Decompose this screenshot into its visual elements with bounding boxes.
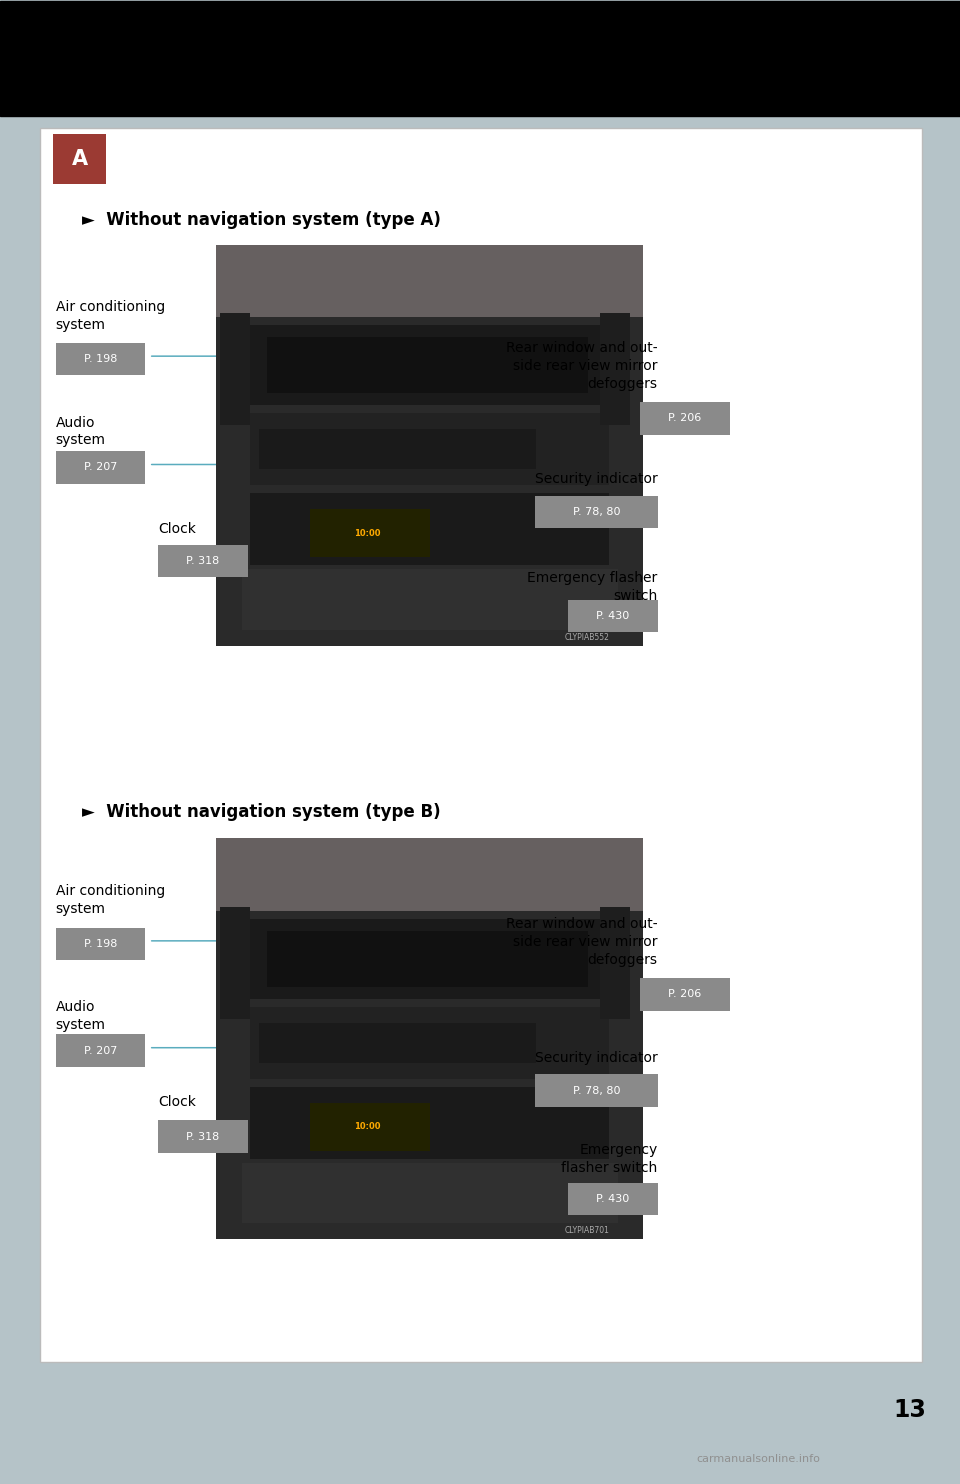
Bar: [242, 1163, 617, 1223]
Text: P. 318: P. 318: [186, 556, 220, 565]
Text: 10:00: 10:00: [354, 1122, 381, 1131]
Bar: [158, 545, 248, 577]
Text: Audio
system: Audio system: [56, 416, 106, 447]
Bar: [56, 1034, 145, 1067]
Bar: [56, 928, 145, 960]
Bar: [267, 930, 588, 987]
Bar: [251, 413, 609, 485]
Text: P. 430: P. 430: [596, 1195, 630, 1204]
Text: P. 78, 80: P. 78, 80: [573, 1086, 620, 1095]
Bar: [640, 402, 730, 435]
Bar: [251, 493, 609, 565]
Text: 13: 13: [894, 1398, 926, 1422]
Text: P. 206: P. 206: [668, 990, 702, 999]
Text: P. 198: P. 198: [84, 939, 117, 948]
Bar: [310, 1103, 430, 1152]
Text: CLYPIAB701: CLYPIAB701: [564, 1226, 609, 1235]
Bar: [536, 496, 658, 528]
Text: carmanualsonline.info: carmanualsonline.info: [696, 1454, 821, 1463]
Bar: [242, 570, 617, 629]
Text: Emergency
flasher switch: Emergency flasher switch: [562, 1143, 658, 1174]
Bar: [158, 1120, 248, 1153]
Bar: [568, 600, 658, 632]
Text: ►  Without navigation system (type B): ► Without navigation system (type B): [82, 803, 441, 821]
Bar: [220, 907, 251, 1018]
Bar: [310, 509, 430, 558]
Bar: [40, 128, 922, 1362]
Bar: [216, 838, 643, 1239]
Text: P. 430: P. 430: [596, 611, 630, 620]
Bar: [220, 313, 251, 424]
Bar: [267, 337, 588, 393]
Bar: [601, 907, 631, 1018]
Text: Air conditioning
system: Air conditioning system: [56, 300, 165, 331]
Bar: [0, 0, 960, 116]
Bar: [56, 451, 145, 484]
Text: ►  Without navigation system (type A): ► Without navigation system (type A): [82, 211, 441, 229]
Bar: [640, 978, 730, 1011]
Text: CLYPIAB552: CLYPIAB552: [564, 632, 609, 641]
Text: P. 78, 80: P. 78, 80: [573, 508, 620, 516]
Text: P. 207: P. 207: [84, 463, 117, 472]
Text: P. 198: P. 198: [84, 355, 117, 364]
Bar: [259, 429, 537, 469]
Bar: [251, 325, 609, 405]
Text: P. 207: P. 207: [84, 1046, 117, 1055]
Text: P. 206: P. 206: [668, 414, 702, 423]
Bar: [216, 838, 643, 911]
Bar: [251, 1006, 609, 1079]
Text: Emergency flasher
switch: Emergency flasher switch: [527, 571, 658, 603]
Bar: [56, 343, 145, 375]
Text: Security indicator: Security indicator: [535, 1051, 658, 1064]
Bar: [568, 1183, 658, 1215]
Text: Clock: Clock: [158, 522, 196, 536]
Text: A: A: [72, 148, 87, 169]
Text: Rear window and out-
side rear view mirror
defoggers: Rear window and out- side rear view mirr…: [506, 341, 658, 390]
Bar: [53, 134, 106, 184]
Text: P. 318: P. 318: [186, 1132, 220, 1141]
Text: 10:00: 10:00: [354, 528, 381, 537]
Bar: [601, 313, 631, 424]
Text: Audio
system: Audio system: [56, 1000, 106, 1031]
Bar: [216, 245, 643, 318]
Text: Security indicator: Security indicator: [535, 472, 658, 485]
Bar: [536, 1074, 658, 1107]
Text: Clock: Clock: [158, 1095, 196, 1109]
Bar: [216, 245, 643, 646]
Bar: [251, 1086, 609, 1159]
Text: Rear window and out-
side rear view mirror
defoggers: Rear window and out- side rear view mirr…: [506, 917, 658, 966]
Text: Air conditioning
system: Air conditioning system: [56, 884, 165, 916]
Bar: [251, 919, 609, 999]
Bar: [259, 1022, 537, 1063]
